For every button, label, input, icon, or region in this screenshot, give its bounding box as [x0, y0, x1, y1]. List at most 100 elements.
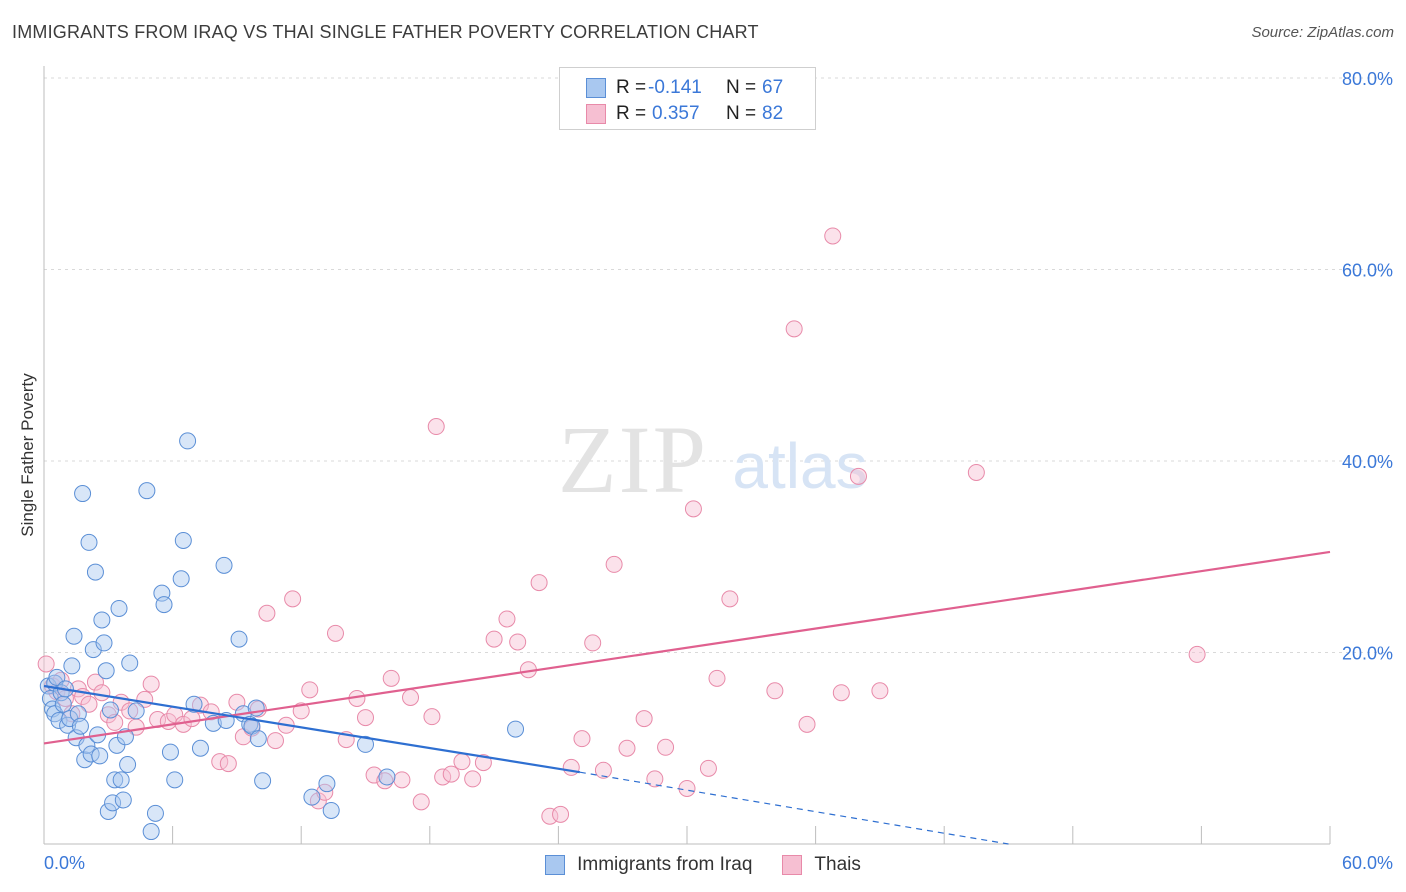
thai-point: [80, 695, 98, 713]
thai-point: [121, 702, 139, 720]
iraq-point: [357, 735, 374, 753]
iraq-point: [69, 705, 87, 723]
legend-item-thai[interactable]: Thais: [782, 854, 861, 876]
thai-point: [509, 633, 527, 651]
iraq-point: [82, 745, 100, 763]
iraq-point: [110, 599, 128, 617]
thai-point: [382, 669, 400, 687]
iraq-point: [322, 801, 340, 819]
iraq-point: [127, 702, 145, 720]
thai-point: [474, 754, 492, 772]
iraq-point: [166, 771, 184, 789]
thai-point: [635, 710, 653, 728]
iraq-point: [63, 657, 81, 675]
source-credit: Source: ZipAtlas.com: [1251, 24, 1394, 41]
thai-point: [427, 418, 445, 436]
watermark: ZIP atlas: [558, 406, 868, 513]
thai-point: [562, 758, 580, 776]
thai-point: [967, 463, 985, 481]
iraq-point: [86, 563, 104, 581]
thai-point: [258, 604, 276, 622]
tick-labels: 20.0% 40.0% 60.0% 80.0% 0.0% 60.0%: [44, 69, 1393, 873]
iraq-point: [230, 630, 248, 648]
iraq-point: [155, 596, 173, 614]
thai-point: [292, 702, 310, 720]
legend-swatch-iraq: [586, 78, 606, 98]
thai-point: [423, 708, 441, 726]
legend-swatch-thai: [782, 855, 803, 875]
iraq-point: [378, 768, 396, 786]
x-tick-label: 0.0%: [44, 853, 85, 873]
iraq-point: [146, 804, 164, 822]
n-value: 67: [762, 77, 784, 98]
iraq-point: [106, 771, 124, 789]
iraq-point: [172, 570, 190, 588]
iraq-point: [99, 802, 117, 820]
iraq-point: [507, 720, 525, 738]
iraq-point: [161, 743, 179, 761]
legend-swatch-thai: [586, 104, 606, 124]
thai-point: [142, 675, 160, 693]
iraq-point: [179, 432, 197, 450]
thai-point: [357, 709, 374, 727]
n-value: 82: [762, 103, 784, 124]
thai-point: [393, 771, 411, 789]
thai-point: [708, 669, 726, 687]
iraq-point: [191, 739, 209, 757]
thai-point: [618, 739, 636, 757]
thai-point: [191, 696, 209, 714]
thai-point: [798, 715, 816, 733]
y-tick-label: 60.0%: [1342, 261, 1393, 281]
thai-point: [785, 320, 803, 338]
r-value: 0.357: [652, 103, 700, 124]
r-value: -0.141: [648, 77, 702, 98]
thai-point: [211, 753, 229, 771]
thai-point: [849, 467, 867, 485]
iraq-point: [249, 730, 267, 748]
trend-lines: [43, 550, 1331, 845]
legend-item-iraq[interactable]: Immigrants from Iraq: [545, 854, 752, 876]
thai-point: [301, 681, 319, 699]
n-label: N =: [726, 103, 757, 124]
n-label: N =: [726, 77, 757, 98]
thai-point: [871, 682, 889, 700]
thai-point: [498, 610, 516, 628]
legend-row-iraq: R = -0.141 N = 67: [586, 76, 783, 100]
thai-point: [584, 634, 602, 652]
thai-point: [442, 765, 460, 783]
iraq-point: [95, 634, 113, 652]
thai-point: [721, 590, 739, 608]
watermark-atlas: atlas: [732, 430, 867, 502]
iraq-trend-line: [43, 684, 581, 774]
y-tick-label: 20.0%: [1342, 644, 1393, 664]
iraq-point: [114, 791, 132, 809]
iraq-point: [112, 771, 130, 789]
iraq-point: [97, 662, 115, 680]
thai-point: [824, 227, 842, 245]
thai-point: [646, 770, 664, 788]
thai-point: [219, 755, 237, 773]
thai-trend-line: [43, 550, 1331, 745]
iraq-point: [80, 533, 98, 551]
thai-point: [684, 500, 702, 518]
legend-label-thai: Thais: [814, 854, 861, 875]
thai-points: [37, 227, 1206, 825]
thai-point: [464, 770, 482, 788]
thai-point: [605, 555, 623, 573]
watermark-zip: ZIP: [558, 406, 708, 513]
thai-point: [657, 738, 675, 756]
iraq-point: [59, 716, 77, 734]
y-tick-label: 80.0%: [1342, 69, 1393, 89]
iraq-point: [101, 701, 119, 719]
thai-point: [573, 730, 591, 748]
axes: [43, 66, 1331, 845]
thai-point: [541, 807, 559, 825]
iraq-point: [91, 747, 109, 765]
chart-title: IMMIGRANTS FROM IRAQ VS THAI SINGLE FATH…: [12, 22, 759, 42]
iraq-point: [93, 611, 111, 629]
thai-point: [594, 761, 612, 779]
legend-row-thai: R = 0.357 N = 82: [586, 102, 783, 126]
iraq-point: [138, 482, 156, 500]
iraq-point: [215, 556, 233, 574]
